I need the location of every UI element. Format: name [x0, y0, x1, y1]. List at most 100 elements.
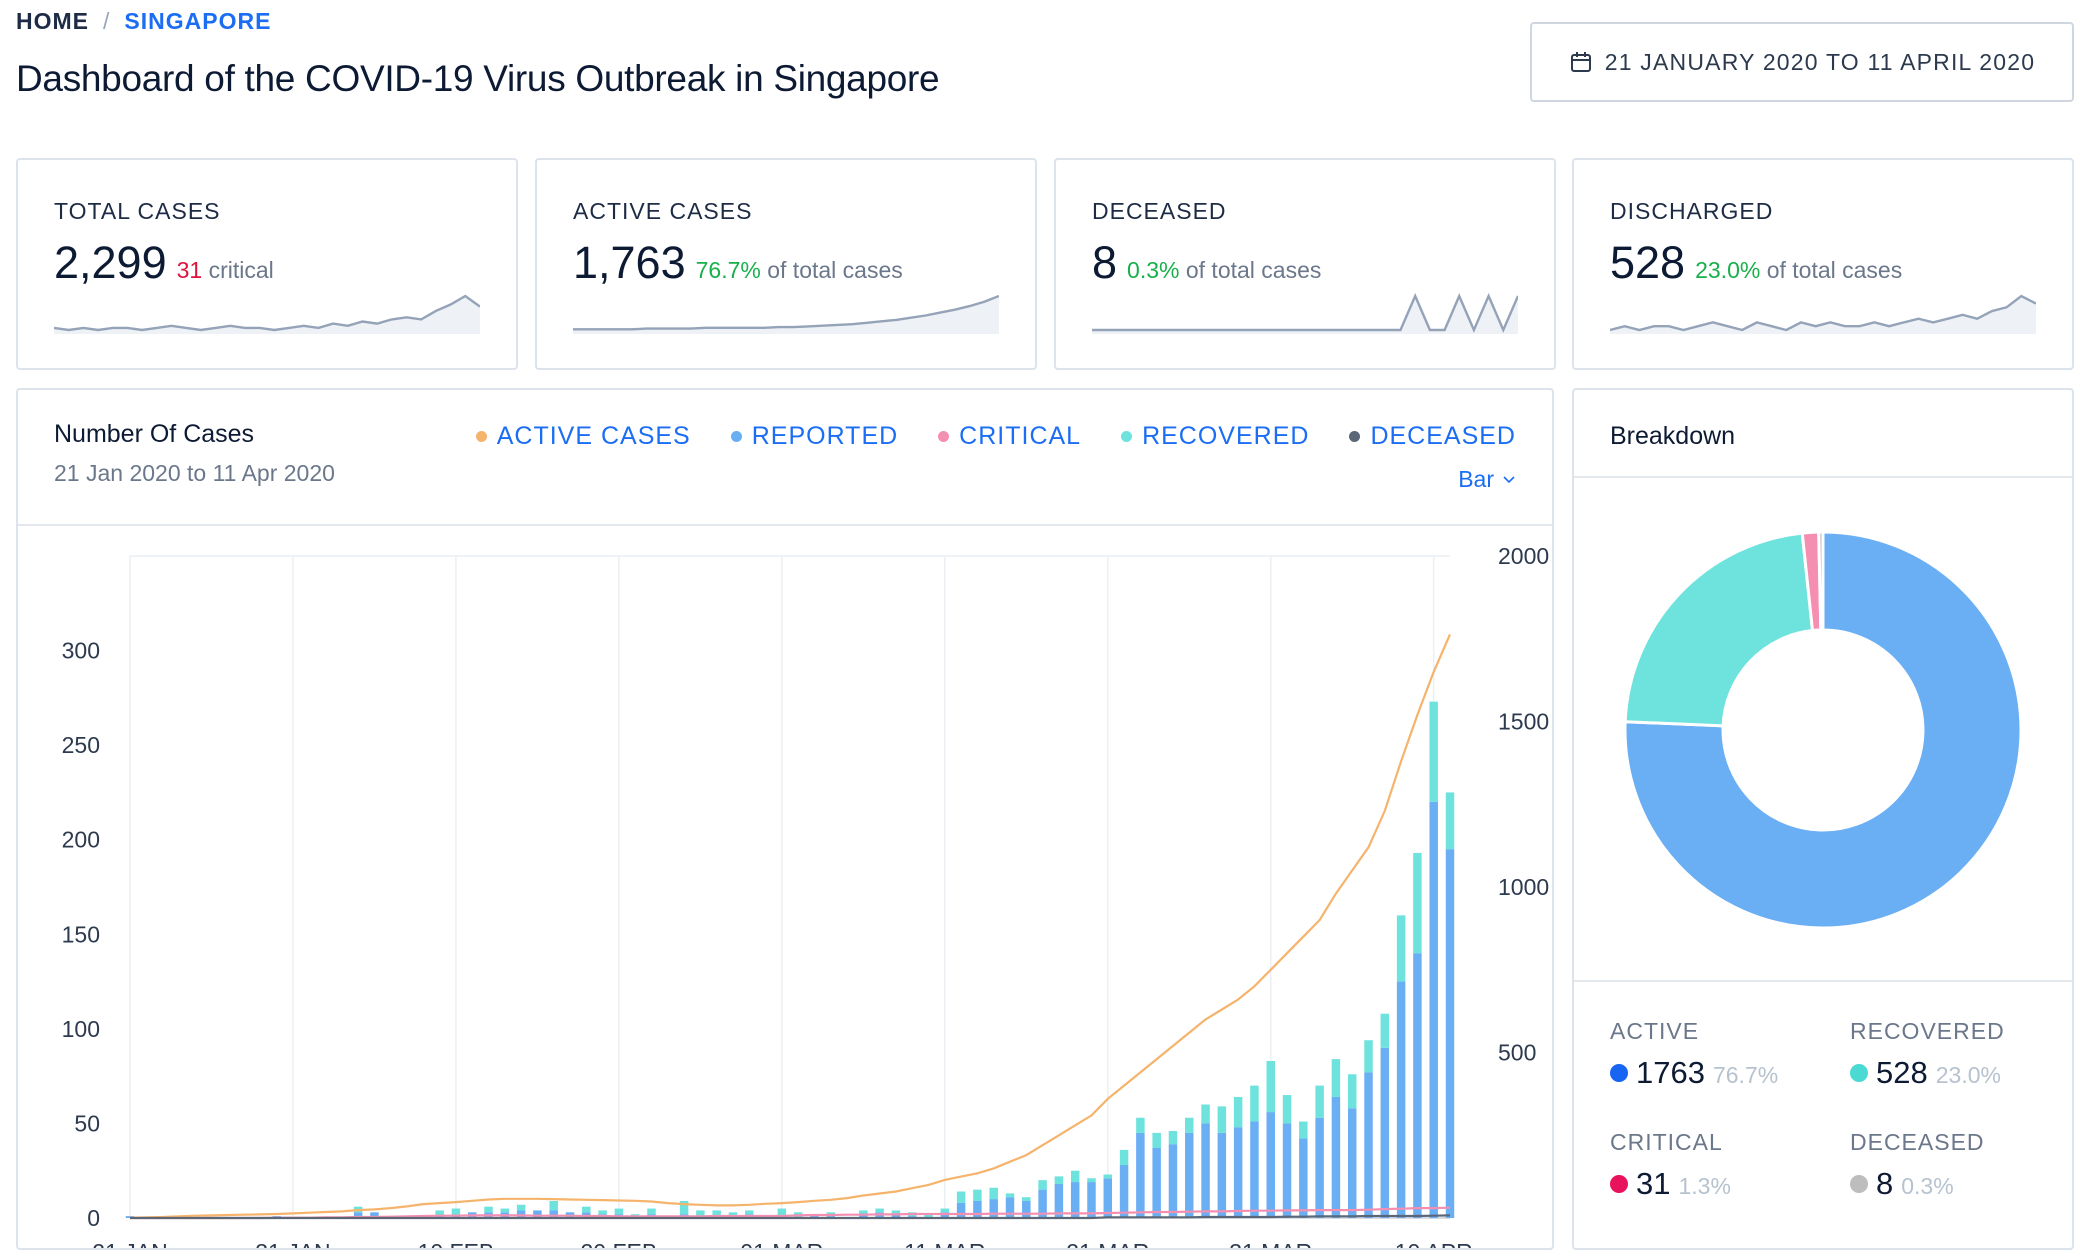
legend-item-active-cases[interactable]: ACTIVE CASES — [475, 422, 691, 451]
breakdown-label: DECEASED — [1850, 1129, 1985, 1155]
y-left-tick-label: 50 — [74, 1110, 100, 1136]
bar-reported — [1022, 1200, 1031, 1218]
sparkline-area — [1092, 296, 1518, 334]
bar-recovered — [777, 1208, 787, 1217]
bar-reported — [1315, 1117, 1324, 1218]
breadcrumb-current[interactable]: SINGAPORE — [124, 8, 272, 34]
bar-reported — [1364, 1072, 1373, 1218]
bar-reported — [1217, 1132, 1227, 1218]
bar-recovered — [516, 1204, 526, 1211]
y-left-tick-label: 200 — [62, 827, 100, 853]
bar-reported — [891, 1214, 901, 1218]
bar-recovered — [712, 1210, 721, 1218]
stat-card-total-cases: TOTAL CASES 2,299 31 critical — [16, 158, 518, 370]
breakdown-value: 1763 — [1636, 1055, 1705, 1090]
legend-label: REPORTED — [751, 422, 899, 450]
bar-reported — [1233, 1127, 1243, 1218]
x-tick-label: 11 MAR — [904, 1239, 985, 1248]
breakdown-legend: ACTIVE 1763 76.7% RECOVERED 528 23.0% CRIT… — [1610, 1018, 2052, 1202]
bar-recovered — [1070, 1170, 1080, 1183]
stat-card-discharged: DISCHARGED 528 23.0% of total cases — [1572, 158, 2074, 370]
breadcrumb-home[interactable]: HOME — [16, 8, 89, 34]
bar-reported — [1136, 1132, 1145, 1218]
y-right-tick-label: 500 — [1498, 1040, 1536, 1066]
sparkline-total-cases — [54, 294, 480, 334]
bar-recovered — [973, 1189, 982, 1201]
donut-slice-deceased — [1817, 530, 1825, 632]
breakdown-value: 528 — [1876, 1055, 1928, 1090]
bar-reported — [1185, 1132, 1194, 1218]
legend-item-deceased[interactable]: DECEASED — [1349, 422, 1516, 451]
sparkline-line — [1610, 294, 2036, 332]
bar-reported — [1250, 1121, 1259, 1218]
bar-recovered — [1445, 792, 1455, 850]
date-range-picker[interactable]: 21 JANUARY 2020 TO 11 APRIL 2020 — [1530, 22, 2074, 102]
sparkline-deceased — [1092, 292, 1518, 334]
bar-reported — [1038, 1189, 1047, 1218]
donut-slice-recovered — [1623, 531, 1815, 728]
y-left-tick-label: 100 — [62, 1016, 100, 1042]
y-left-tick-label: 150 — [62, 921, 100, 947]
y-right-tick-label: 1500 — [1498, 709, 1549, 735]
bar-recovered — [1331, 1059, 1341, 1097]
bar-recovered — [989, 1187, 998, 1200]
breakdown-item-recovered: RECOVERED 528 23.0% — [1850, 1018, 2070, 1091]
stat-sub-value: 31 — [176, 257, 203, 283]
legend-item-critical[interactable]: CRITICAL — [938, 422, 1081, 451]
y-left-tick-label: 300 — [62, 638, 100, 664]
bar-reported — [1331, 1096, 1341, 1218]
y-right-tick-label: 1000 — [1498, 874, 1549, 900]
bar-recovered — [745, 1210, 754, 1215]
stat-value: 528 — [1610, 237, 1686, 288]
bar-reported — [1070, 1182, 1080, 1218]
bar-recovered — [1054, 1176, 1064, 1184]
stat-card-deceased: DECEASED 8 0.3% of total cases — [1054, 158, 1556, 370]
stat-label: DECEASED — [1092, 198, 1227, 224]
breakdown-item-deceased: DECEASED 8 0.3% — [1850, 1129, 2070, 1202]
bar-reported — [1168, 1144, 1178, 1218]
bar-recovered — [1250, 1085, 1259, 1122]
bar-recovered — [500, 1208, 510, 1213]
stat-sub-text: of total cases — [767, 257, 903, 283]
donut-slice-active — [1623, 530, 2023, 930]
y-left-tick-label: 250 — [62, 732, 100, 758]
bar-recovered — [1022, 1197, 1031, 1201]
stat-sub-value: 23.0% — [1695, 257, 1761, 283]
bar-recovered — [549, 1200, 558, 1211]
bar-recovered — [696, 1210, 705, 1217]
x-tick-label: 01 MAR — [740, 1239, 823, 1248]
bar-recovered — [1364, 1040, 1373, 1073]
bar-recovered — [1413, 852, 1422, 954]
bar-reported — [1266, 1112, 1275, 1218]
breakdown-label: RECOVERED — [1850, 1018, 2005, 1044]
stat-label: DISCHARGED — [1610, 198, 1774, 224]
bar-recovered — [647, 1208, 656, 1215]
bar-recovered — [1168, 1130, 1178, 1145]
bar-recovered — [1315, 1085, 1324, 1118]
stat-sub-value: 0.3% — [1127, 257, 1180, 283]
bar-recovered — [598, 1210, 607, 1215]
bar-recovered — [1347, 1074, 1357, 1109]
stat-sub-text: of total cases — [1185, 257, 1322, 283]
legend-item-recovered[interactable]: RECOVERED — [1121, 422, 1309, 451]
x-tick-label: 21 JAN — [92, 1239, 167, 1248]
bar-recovered — [924, 1214, 933, 1218]
bar-reported — [533, 1210, 542, 1218]
bar-recovered — [1396, 915, 1406, 982]
legend-item-reported[interactable]: REPORTED — [730, 422, 899, 451]
bar-recovered — [1103, 1174, 1113, 1179]
stat-label: ACTIVE CASES — [573, 198, 753, 224]
bar-reported — [370, 1212, 379, 1218]
cases-chart: 21 JAN 31 JAN 10 FEB 20 FEB 01 MAR 11 MAR 21 M… — [62, 543, 1550, 1248]
chart-legend: ACTIVE CASES REPORTED CRITICAL RECOVERED… — [475, 422, 1516, 451]
bar-recovered — [875, 1208, 884, 1213]
bar-recovered — [484, 1206, 493, 1213]
stat-value: 1,763 — [573, 237, 686, 288]
x-tick-label: 21 MAR — [1066, 1239, 1149, 1248]
legend-label: ACTIVE CASES — [496, 422, 691, 450]
breakdown-pct: 1.3% — [1678, 1173, 1731, 1199]
legend-label: RECOVERED — [1142, 422, 1310, 450]
chart-type-dropdown[interactable]: Bar — [1458, 466, 1516, 493]
bar-recovered — [1005, 1193, 1015, 1198]
bar-reported — [1413, 953, 1422, 1218]
